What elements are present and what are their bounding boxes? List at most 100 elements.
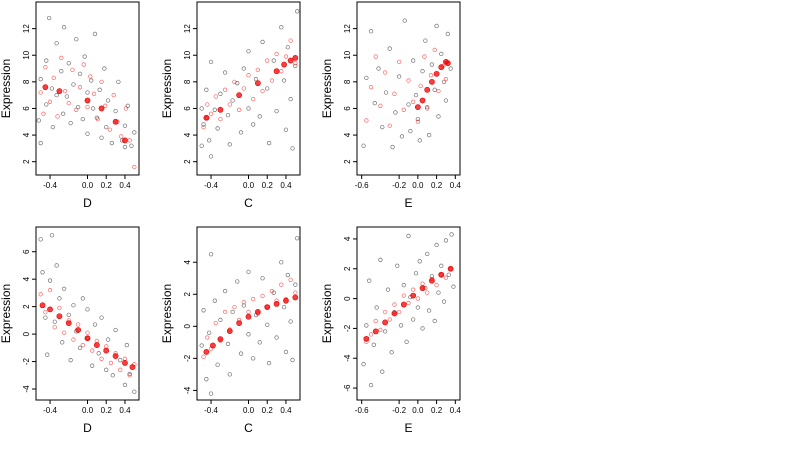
fit-point [129, 364, 136, 370]
black-point [423, 38, 428, 43]
red-point [406, 300, 411, 306]
black-point [227, 142, 232, 147]
black-point [90, 363, 95, 368]
black-point [104, 367, 109, 372]
black-point [445, 31, 450, 37]
black-point [290, 146, 295, 151]
black-point [434, 23, 439, 29]
y-tick-label: -2 [183, 354, 192, 362]
fit-point [419, 285, 426, 292]
x-tick-label: 0.2 [431, 181, 443, 190]
black-point [260, 39, 265, 45]
y-tick-label: -2 [22, 357, 31, 365]
black-point [295, 9, 300, 14]
red-point [373, 318, 378, 324]
y-tick-label: 4 [183, 259, 192, 264]
black-point [281, 78, 287, 83]
black-point [225, 341, 231, 347]
red-point [364, 118, 369, 123]
fit-point [112, 118, 119, 125]
black-point [406, 102, 411, 107]
fit-point [429, 78, 435, 85]
red-point [85, 330, 90, 335]
black-point [246, 269, 251, 275]
black-point [295, 236, 300, 241]
black-point [99, 315, 104, 320]
black-point [201, 122, 206, 127]
red-point [387, 123, 392, 128]
black-point [371, 342, 377, 347]
black-point [105, 98, 111, 103]
red-point [77, 85, 83, 90]
black-point [46, 15, 52, 21]
black-point [257, 114, 262, 119]
scatter-panel-5: -0.4 0.0 0.2 0.4 -4 -2 0 2 4 C Expression [160, 226, 301, 435]
fit-point [217, 106, 224, 113]
black-point [71, 82, 76, 87]
red-point [201, 124, 206, 130]
x-tick-label: -0.6 [355, 181, 369, 190]
plot-frame [35, 1, 140, 176]
red-point [392, 91, 397, 96]
y-tick-label: 8 [343, 79, 352, 84]
black-point [90, 106, 96, 111]
fit-point [65, 320, 72, 327]
black-point [204, 377, 209, 382]
red-point [368, 85, 374, 90]
red-point [127, 373, 132, 378]
red-point [38, 292, 43, 297]
black-point [432, 87, 437, 92]
black-point [82, 54, 87, 59]
black-point [38, 77, 43, 82]
black-point [49, 86, 55, 91]
x-tick-label: -0.2 [392, 181, 406, 190]
fit-point [56, 313, 63, 320]
y-tick-label: 4 [343, 236, 352, 241]
red-point [90, 348, 95, 353]
black-point [85, 90, 90, 95]
x-axis-title: C [244, 196, 253, 210]
red-point [415, 119, 421, 124]
red-point [208, 111, 214, 116]
red-point [91, 91, 97, 96]
x-tick-label: -0.6 [355, 406, 369, 415]
y-tick-label: 4 [22, 132, 31, 137]
black-point [293, 63, 298, 69]
black-point [399, 134, 405, 139]
fit-point [84, 335, 91, 342]
black-point [367, 278, 372, 283]
red-point [436, 89, 441, 94]
black-point [378, 257, 383, 262]
black-point [382, 329, 388, 334]
fit-point [254, 80, 261, 87]
black-point [246, 49, 251, 54]
x-tick-label: 0.4 [450, 181, 462, 190]
y-tick-label: -6 [343, 384, 352, 392]
y-axis-title: Expression [0, 59, 13, 118]
y-tick-label: 2 [343, 266, 352, 271]
red-point [222, 309, 228, 315]
x-tick-label: 0.4 [280, 181, 292, 190]
x-tick-label: 0.4 [119, 181, 131, 190]
fit-point [391, 310, 398, 317]
black-point [59, 69, 64, 74]
fit-point [217, 336, 224, 343]
black-point [61, 286, 67, 291]
black-point [218, 91, 223, 96]
black-point [122, 144, 128, 150]
black-point [411, 58, 416, 63]
red-point [80, 342, 85, 348]
black-point [105, 337, 111, 342]
black-point [383, 90, 389, 95]
black-point [208, 154, 214, 159]
red-point [420, 281, 425, 286]
red-point [218, 116, 223, 122]
red-point [127, 138, 132, 143]
red-point [66, 100, 71, 106]
fit-point [203, 114, 210, 121]
y-tick-label: 6 [183, 106, 192, 111]
data-points [361, 232, 456, 388]
fit-point [444, 60, 451, 67]
black-point [215, 362, 220, 367]
black-point [50, 124, 56, 130]
